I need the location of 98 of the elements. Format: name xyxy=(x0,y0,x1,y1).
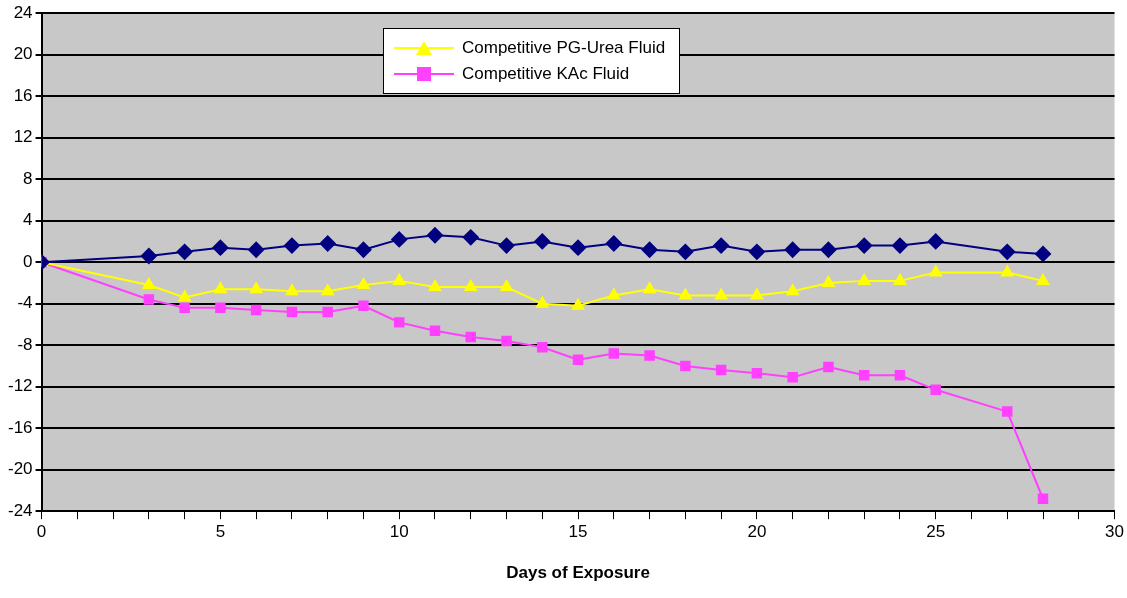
point xyxy=(857,273,871,285)
point xyxy=(465,331,476,343)
point xyxy=(641,241,658,258)
point xyxy=(748,243,765,260)
point xyxy=(393,273,406,285)
point xyxy=(248,241,265,258)
point xyxy=(1002,406,1013,417)
point xyxy=(212,239,229,256)
y-tick-label: 0 xyxy=(23,251,33,271)
point xyxy=(677,243,694,260)
x-axis-title: Days of Exposure xyxy=(506,563,650,583)
point xyxy=(534,233,551,250)
x-tick-label: 30 xyxy=(1105,522,1125,542)
point xyxy=(285,284,299,296)
point xyxy=(178,290,191,302)
y-tick-label: 20 xyxy=(13,44,33,64)
point xyxy=(498,237,515,254)
point xyxy=(786,284,799,296)
point xyxy=(214,282,227,294)
point xyxy=(140,247,157,264)
point xyxy=(283,237,300,254)
point xyxy=(787,372,798,383)
point xyxy=(570,239,587,256)
point xyxy=(679,288,692,300)
point xyxy=(393,317,405,328)
point xyxy=(822,275,835,287)
point xyxy=(715,364,727,376)
point xyxy=(644,350,655,361)
point xyxy=(357,278,370,290)
point xyxy=(750,288,764,300)
point xyxy=(1035,245,1052,262)
point xyxy=(355,241,372,258)
point xyxy=(571,298,585,310)
x-tick-label: 20 xyxy=(747,522,767,542)
x-tick-label: 5 xyxy=(215,522,226,542)
point xyxy=(358,300,369,312)
point xyxy=(250,304,262,316)
point xyxy=(713,237,730,254)
point xyxy=(891,237,908,254)
point xyxy=(820,241,837,258)
point xyxy=(286,306,298,318)
point xyxy=(643,282,656,294)
point xyxy=(179,302,190,314)
point xyxy=(823,361,834,373)
point xyxy=(427,227,443,244)
y-tick-label: 16 xyxy=(13,85,33,105)
y-tick-label: 24 xyxy=(13,2,33,22)
legend-label: Competitive PG-Urea Fluid xyxy=(462,38,666,58)
point xyxy=(929,265,942,277)
point xyxy=(500,280,513,292)
point xyxy=(572,354,584,365)
point xyxy=(536,296,549,308)
point xyxy=(249,282,263,294)
point xyxy=(999,243,1016,260)
point xyxy=(176,243,193,260)
y-tick-label: -20 xyxy=(7,459,33,479)
point xyxy=(391,231,408,248)
legend-label: Competitive KAc Fluid xyxy=(462,64,630,84)
point xyxy=(856,237,873,254)
point xyxy=(321,284,334,296)
point xyxy=(143,294,155,305)
x-tick-label: 10 xyxy=(389,522,409,542)
point xyxy=(927,233,944,250)
point xyxy=(428,280,442,292)
point xyxy=(751,367,763,379)
x-tick-label: 15 xyxy=(568,522,588,542)
y-tick-label: -4 xyxy=(17,293,33,313)
point xyxy=(319,235,336,252)
x-tick-label: 25 xyxy=(926,522,946,542)
y-tick-label: -12 xyxy=(7,376,33,396)
point xyxy=(894,370,906,381)
point xyxy=(215,302,226,314)
point xyxy=(607,288,621,300)
point xyxy=(605,235,622,252)
point xyxy=(858,370,870,381)
point xyxy=(464,280,477,292)
point xyxy=(893,273,907,285)
y-tick-label: -16 xyxy=(7,417,33,437)
x-tick-label: 0 xyxy=(36,522,47,542)
y-tick-label: 4 xyxy=(23,210,33,230)
point xyxy=(1001,265,1014,277)
point xyxy=(501,335,512,347)
point xyxy=(1036,273,1050,285)
point xyxy=(784,241,801,258)
point xyxy=(537,342,548,353)
y-tick-label: 8 xyxy=(23,168,33,188)
point xyxy=(680,360,691,372)
y-tick-label: -24 xyxy=(7,500,33,520)
point xyxy=(714,288,728,300)
y-tick-label: 12 xyxy=(13,127,33,147)
point xyxy=(608,348,620,359)
y-tick-label: -8 xyxy=(17,334,33,354)
point xyxy=(429,325,441,336)
point xyxy=(462,229,479,246)
point xyxy=(142,278,156,290)
point xyxy=(1037,493,1049,504)
point xyxy=(322,306,333,318)
point xyxy=(930,384,941,396)
